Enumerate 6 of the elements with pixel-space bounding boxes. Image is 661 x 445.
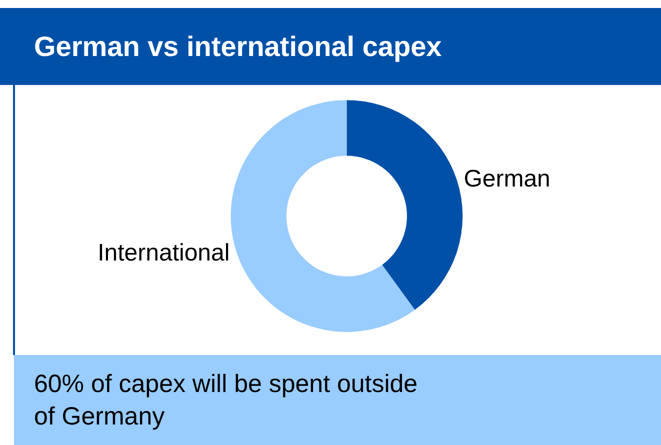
slice-label: German bbox=[464, 165, 550, 192]
donut-slice bbox=[230, 100, 415, 332]
slice-label: International bbox=[98, 240, 230, 267]
text: 60% of capex will be spent outside of Germany bbox=[34, 370, 418, 430]
chart-title: German vs international capex bbox=[34, 31, 442, 62]
donut-slice bbox=[346, 100, 462, 310]
